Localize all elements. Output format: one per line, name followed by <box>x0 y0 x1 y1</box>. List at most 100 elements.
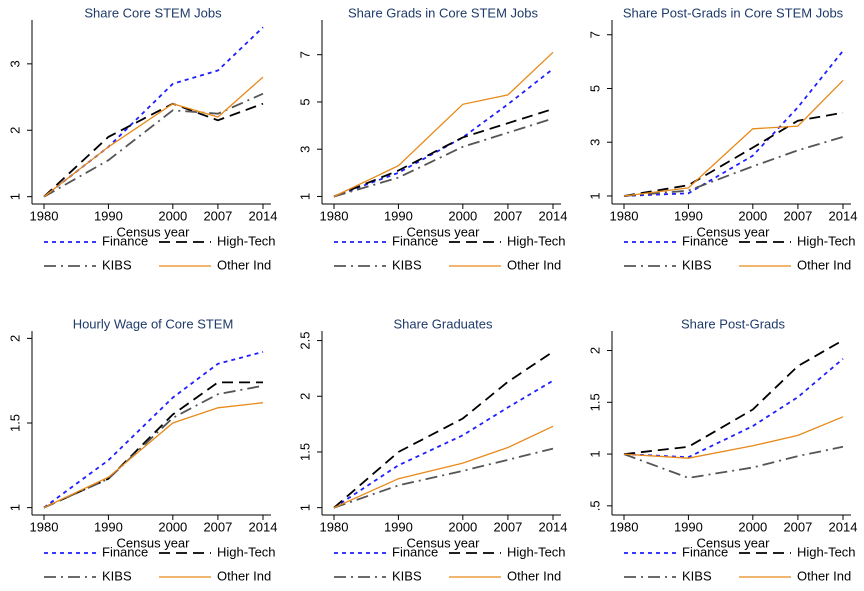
series-line <box>623 136 844 197</box>
series-line <box>43 381 263 509</box>
series-line <box>333 425 554 509</box>
panel-title: Share Post-Grads <box>681 316 786 331</box>
y-tick-label: 5 <box>587 85 602 92</box>
x-tick-label: 2014 <box>249 208 278 223</box>
panel: Hourly Wage of Core STEM 1 1.5 2 1980 1990 200… <box>7 316 277 583</box>
series-line <box>623 358 844 459</box>
panel-title: Share Graduates <box>393 316 493 331</box>
legend-label: KIBS <box>682 568 712 583</box>
series-line <box>333 350 554 509</box>
panel: Share Post-Grads in Core STEM Jobs 1 3 5 7 19… <box>587 5 857 272</box>
x-tick-label: 1990 <box>384 519 413 534</box>
series-line <box>333 447 554 509</box>
legend-label: High-Tech <box>217 544 276 559</box>
y-tick-label: 3 <box>297 146 312 153</box>
y-tick-label: 1.5 <box>587 393 602 411</box>
series-line <box>623 79 844 197</box>
x-tick-label: 1980 <box>30 519 59 534</box>
x-axis-label: Census year <box>407 535 481 550</box>
y-tick-label: 1.5 <box>7 414 22 432</box>
x-tick-label: 2014 <box>829 519 858 534</box>
x-tick-label: 2000 <box>448 208 477 223</box>
y-tick-label: .5 <box>587 500 602 511</box>
y-tick-label: 2.5 <box>297 332 312 350</box>
y-tick-label: 1 <box>7 193 22 200</box>
legend-label: High-Tech <box>217 233 276 248</box>
x-tick-label: 2007 <box>783 208 812 223</box>
series-line <box>333 51 554 198</box>
x-tick-label: 1980 <box>320 519 349 534</box>
x-tick-label: 2007 <box>493 208 522 223</box>
y-tick-label: 2 <box>7 127 22 134</box>
y-tick-label: 5 <box>297 98 312 105</box>
x-tick-label: 2014 <box>829 208 858 223</box>
series-line <box>333 108 554 198</box>
y-tick-label: 7 <box>587 31 602 38</box>
legend-label: High-Tech <box>797 544 856 559</box>
series-line <box>623 339 844 455</box>
y-tick-label: 1 <box>587 450 602 457</box>
x-tick-label: 2007 <box>493 519 522 534</box>
x-tick-label: 2007 <box>203 519 232 534</box>
x-tick-label: 1990 <box>384 208 413 223</box>
x-tick-label: 2007 <box>203 208 232 223</box>
x-tick-label: 1990 <box>94 208 123 223</box>
series-line <box>623 50 844 197</box>
panel: Share Post-Grads .5 1 1.5 2 1980 1990 2000 2007 2… <box>587 316 857 583</box>
series-line <box>43 102 264 198</box>
legend-label: KIBS <box>682 257 712 272</box>
series-line <box>43 76 264 198</box>
x-tick-label: 2014 <box>539 208 568 223</box>
y-tick-label: 1 <box>297 193 312 200</box>
x-tick-label: 2014 <box>249 519 278 534</box>
x-tick-label: 1990 <box>94 519 123 534</box>
series-line <box>333 379 554 509</box>
x-tick-label: 1990 <box>674 208 703 223</box>
legend-label: Finance <box>392 233 438 248</box>
x-tick-label: 2000 <box>738 519 767 534</box>
x-tick-label: 2000 <box>158 208 187 223</box>
legend-label: Other Ind <box>217 257 271 272</box>
legend-label: Other Ind <box>507 568 561 583</box>
y-tick-label: 7 <box>297 51 312 58</box>
x-tick-label: 2014 <box>539 519 568 534</box>
x-axis-label: Census year <box>697 535 771 550</box>
legend-label: Finance <box>392 544 438 559</box>
legend-label: Other Ind <box>797 568 851 583</box>
legend-label: Other Ind <box>507 257 561 272</box>
y-tick-label: 1 <box>587 192 602 199</box>
panel: Share Graduates 1 1.5 2 2.5 1980 1990 2000 2007 2… <box>297 316 567 583</box>
x-axis-label: Census year <box>407 224 481 239</box>
y-tick-label: 1.5 <box>297 443 312 461</box>
series-line <box>43 351 264 509</box>
series-line <box>333 68 554 198</box>
legend-label: Finance <box>682 544 728 559</box>
y-tick-label: 2 <box>7 335 22 342</box>
y-tick-label: 2 <box>587 347 602 354</box>
panel-title: Share Core STEM Jobs <box>84 5 222 20</box>
x-tick-label: 2000 <box>448 519 477 534</box>
legend-label: KIBS <box>392 568 422 583</box>
series-line <box>43 26 264 198</box>
x-tick-label: 2000 <box>738 208 767 223</box>
x-tick-label: 1990 <box>674 519 703 534</box>
y-tick-label: 2 <box>297 393 312 400</box>
x-tick-label: 2007 <box>783 519 812 534</box>
series-line <box>43 384 264 509</box>
series-line <box>333 117 554 198</box>
legend-label: KIBS <box>392 257 422 272</box>
legend-label: Finance <box>102 233 148 248</box>
series-line <box>623 111 844 197</box>
y-tick-label: 1 <box>7 504 22 511</box>
series-line <box>623 416 844 459</box>
panel-title: Share Post-Grads in Core STEM Jobs <box>623 5 844 20</box>
legend-label: Other Ind <box>797 257 851 272</box>
series-line <box>43 402 264 509</box>
x-axis-label: Census year <box>117 224 191 239</box>
x-tick-label: 1980 <box>30 208 59 223</box>
panel: Share Grads in Core STEM Jobs 1 3 5 7 1980 199… <box>297 5 567 272</box>
x-tick-label: 1980 <box>320 208 349 223</box>
panel-title: Hourly Wage of Core STEM <box>73 316 234 331</box>
x-tick-label: 2000 <box>158 519 187 534</box>
y-tick-label: 3 <box>7 60 22 67</box>
